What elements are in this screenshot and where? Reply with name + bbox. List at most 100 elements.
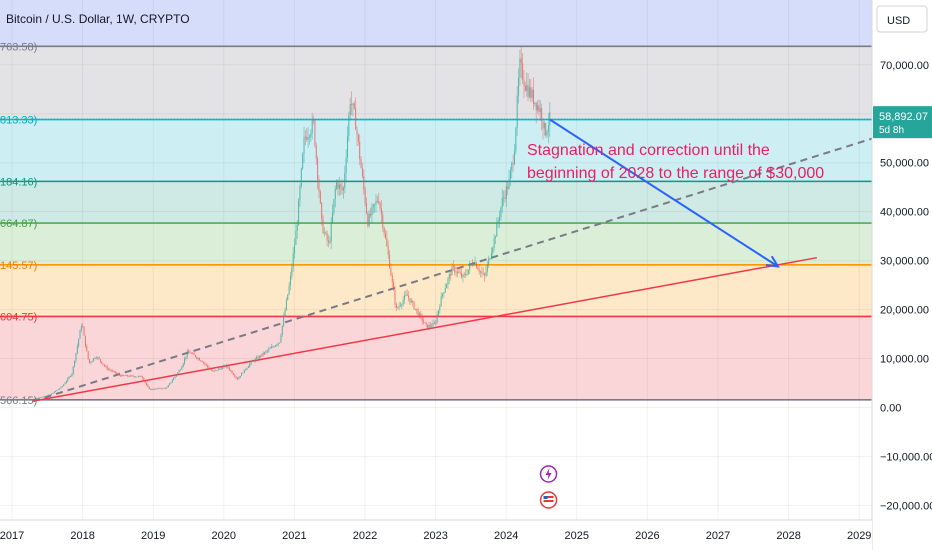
candle-body-280 xyxy=(414,302,415,309)
candle-body-306 xyxy=(449,274,450,278)
candle-body-157 xyxy=(247,368,248,369)
candle-body-53 xyxy=(105,366,106,367)
candle-body-81 xyxy=(143,378,144,381)
candle-body-191 xyxy=(293,253,294,267)
annotation-line-2[interactable]: beginning of 2028 to the range of $30,00… xyxy=(527,165,824,182)
candle-body-238 xyxy=(356,130,357,135)
candle-body-222 xyxy=(335,189,336,199)
flag-stripe-mid-icon xyxy=(544,500,554,502)
candle-body-76 xyxy=(137,377,138,378)
candle-body-86 xyxy=(150,389,151,390)
x-tick-4: 2021 xyxy=(282,530,306,542)
candle-body-307 xyxy=(450,274,451,275)
candle-body-247 xyxy=(369,214,370,226)
candle-body-361 xyxy=(523,80,524,86)
candle-body-219 xyxy=(331,222,332,242)
candle-body-128 xyxy=(207,365,208,367)
candle-body-114 xyxy=(188,351,189,352)
candle-body-310 xyxy=(454,266,455,272)
candle-body-283 xyxy=(418,310,419,315)
y-tick-7: 0.00 xyxy=(880,403,901,415)
candle-body-347 xyxy=(504,198,505,199)
candle-body-144 xyxy=(229,368,230,370)
candle-body-180 xyxy=(278,343,279,345)
candle-body-5 xyxy=(40,397,41,398)
candle-body-20 xyxy=(61,387,62,388)
candle-body-174 xyxy=(270,348,271,349)
candle-body-316 xyxy=(462,275,463,277)
candle-body-235 xyxy=(352,103,353,105)
candle-body-274 xyxy=(405,294,406,295)
candle-body-107 xyxy=(179,370,180,372)
candle-body-187 xyxy=(287,294,288,300)
candle-body-318 xyxy=(465,274,466,275)
candle-body-13 xyxy=(51,394,52,395)
candle-body-49 xyxy=(100,359,101,361)
candle-body-321 xyxy=(469,265,470,270)
candle-body-7 xyxy=(43,397,44,398)
candle-body-139 xyxy=(222,367,223,369)
candle-body-163 xyxy=(255,359,256,361)
candle-body-338 xyxy=(492,248,493,254)
candle-body-80 xyxy=(142,377,143,378)
candle-body-28 xyxy=(71,374,72,376)
candle-body-146 xyxy=(232,371,233,374)
candle-body-23 xyxy=(65,383,66,385)
candle-body-58 xyxy=(112,371,113,372)
candle-body-16 xyxy=(55,391,56,392)
currency-button[interactable]: USD xyxy=(877,6,927,32)
candle-body-314 xyxy=(460,273,461,274)
candle-body-206 xyxy=(313,120,314,121)
candle-body-298 xyxy=(438,310,439,315)
candle-body-260 xyxy=(386,238,387,246)
candle-body-239 xyxy=(358,134,359,142)
fib-label-3: 664.87) xyxy=(0,218,37,230)
candle-body-182 xyxy=(280,335,281,342)
candle-body-43 xyxy=(92,361,93,362)
candle-body-211 xyxy=(320,192,321,203)
candle-body-3 xyxy=(37,398,38,399)
fib-label-2: 184.16) xyxy=(0,176,37,188)
candle-body-59 xyxy=(113,371,114,372)
candle-body-29 xyxy=(73,367,74,374)
candle-body-368 xyxy=(533,90,534,104)
candle-body-172 xyxy=(267,351,268,352)
x-tick-7: 2024 xyxy=(494,530,518,542)
candle-body-91 xyxy=(157,389,158,390)
candle-body-106 xyxy=(177,372,178,374)
candle-body-69 xyxy=(127,375,128,376)
candle-body-343 xyxy=(499,217,500,221)
y-tick-5: 20,000.00 xyxy=(880,305,929,317)
price-tag-value: 58,892.07 xyxy=(879,111,928,123)
candle-body-250 xyxy=(373,205,374,207)
price-axis-panel[interactable] xyxy=(872,0,932,550)
candle-body-375 xyxy=(542,121,543,128)
candle-body-24 xyxy=(66,381,67,383)
candle-body-354 xyxy=(514,151,515,164)
candle-body-237 xyxy=(355,108,356,129)
candle-body-205 xyxy=(312,120,313,133)
candle-body-220 xyxy=(332,212,333,222)
candle-body-325 xyxy=(475,263,476,264)
candle-body-198 xyxy=(302,154,303,169)
candle-body-275 xyxy=(407,294,408,295)
y-tick-0: 70,000.00 xyxy=(880,60,929,72)
candle-body-158 xyxy=(248,366,249,368)
y-tick-2: 50,000.00 xyxy=(880,158,929,170)
candle-body-258 xyxy=(384,228,385,234)
candle-body-27 xyxy=(70,376,71,377)
candle-body-204 xyxy=(310,133,311,137)
annotation-line-1[interactable]: Stagnation and correction until the xyxy=(527,142,770,159)
candle-body-176 xyxy=(272,347,273,348)
candle-body-48 xyxy=(99,357,100,359)
candle-body-272 xyxy=(403,300,404,304)
candle-body-131 xyxy=(211,370,212,371)
fib-label-0: 763.58) xyxy=(0,41,37,53)
candle-body-88 xyxy=(153,389,154,390)
candle-body-362 xyxy=(525,86,526,91)
candle-body-9 xyxy=(46,396,47,397)
candle-body-279 xyxy=(412,301,413,302)
candle-body-50 xyxy=(101,361,102,363)
